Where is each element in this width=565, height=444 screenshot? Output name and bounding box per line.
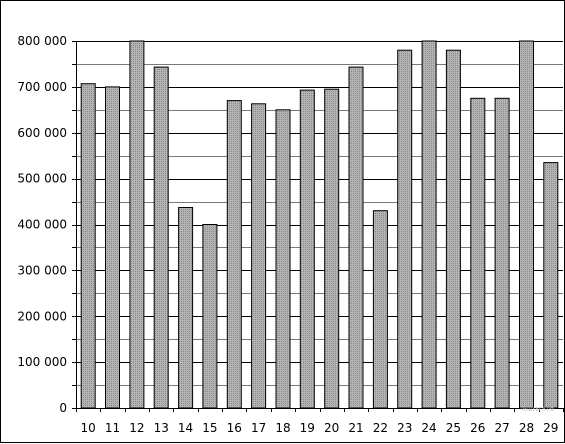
bar-16	[226, 100, 242, 409]
bar-25	[445, 49, 461, 409]
bar-22	[372, 210, 388, 409]
bar-20	[324, 88, 340, 409]
bar-14	[178, 207, 194, 409]
y-tick-label: 800 000	[17, 34, 67, 48]
x-tick-label: 28	[519, 421, 534, 435]
bar-29	[543, 162, 559, 409]
x-tick-label: 18	[275, 421, 290, 435]
y-tick-labels: 0 100 000 200 000 300 000 400 000 500 000 600 …	[17, 34, 67, 415]
y-tick-label: 0	[59, 401, 67, 415]
x-tick-label: 26	[470, 421, 485, 435]
y-tick-label: 400 000	[17, 218, 67, 232]
bar-23	[397, 49, 413, 409]
y-tick-label: 700 000	[17, 80, 67, 94]
bar-13	[153, 66, 169, 409]
x-tick-label: 10	[81, 421, 96, 435]
x-tick-label: 24	[421, 421, 436, 435]
bar-28	[519, 40, 534, 409]
bar-12	[129, 40, 145, 409]
x-tick-label: 20	[324, 421, 339, 435]
x-tick-label: 29	[543, 421, 558, 435]
x-tick-label: 19	[300, 421, 315, 435]
bar-15	[202, 224, 218, 409]
bar-10	[80, 83, 96, 409]
watermark: РЕШУЕГЭ.РФ	[521, 407, 555, 413]
y-tick-label: 200 000	[17, 309, 67, 323]
axes	[72, 41, 564, 412]
bar-26	[470, 97, 486, 409]
x-tick-label: 22	[373, 421, 388, 435]
bars	[80, 40, 559, 409]
x-tick-label: 25	[446, 421, 461, 435]
x-tick-label: 17	[251, 421, 266, 435]
x-tick-label: 21	[348, 421, 363, 435]
x-tick-label: 15	[202, 421, 217, 435]
x-tick-label: 11	[105, 421, 120, 435]
x-tick-label: 16	[227, 421, 242, 435]
y-tick-label: 500 000	[17, 172, 67, 186]
x-tick-label: 27	[494, 421, 509, 435]
y-tick-label: 300 000	[17, 263, 67, 277]
x-tick-label: 13	[154, 421, 169, 435]
y-tick-label: 600 000	[17, 126, 67, 140]
bar-18	[275, 109, 291, 409]
bar-24	[421, 40, 437, 409]
x-tick-label: 14	[178, 421, 193, 435]
gridlines	[76, 41, 563, 386]
bar-17	[251, 103, 267, 409]
bar-21	[348, 66, 364, 409]
x-tick-label: 23	[397, 421, 412, 435]
bar-11	[105, 86, 120, 409]
x-tick-label: 12	[129, 421, 144, 435]
y-tick-label: 100 000	[17, 355, 67, 369]
x-tick-labels: 10 11 12 13 14 15 16 17 18 19 20 21 22 23 24 25 26 27 28 29	[81, 421, 559, 435]
bar-27	[494, 97, 510, 409]
bar-19	[299, 89, 315, 409]
